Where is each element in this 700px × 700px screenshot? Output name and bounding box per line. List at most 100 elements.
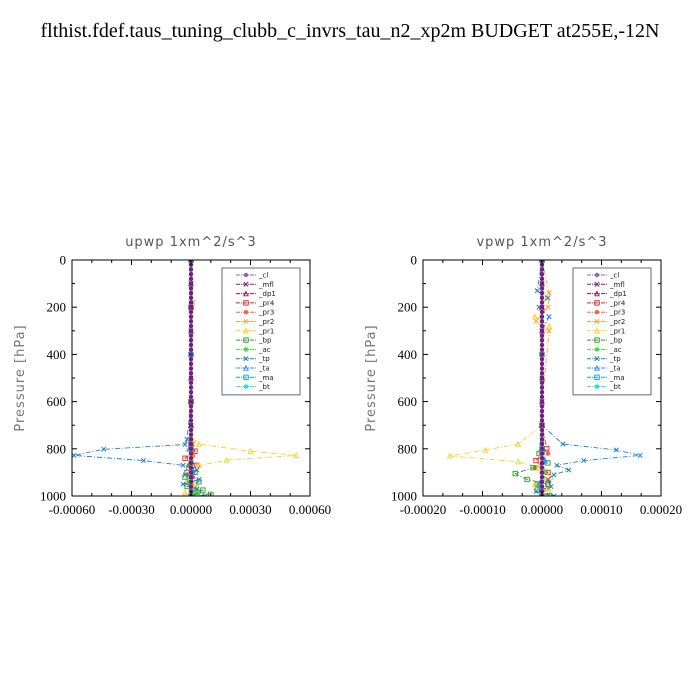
legend-item: _tp bbox=[236, 355, 270, 363]
legend-label: _cl bbox=[609, 272, 619, 280]
series-tp-point bbox=[548, 484, 554, 490]
plot-area bbox=[72, 260, 300, 496]
zero-profile-point bbox=[539, 394, 545, 400]
zero-profile-point bbox=[188, 290, 194, 296]
zero-profile-point bbox=[188, 385, 194, 390]
zero-profile-point bbox=[539, 456, 545, 461]
zero-profile-point bbox=[188, 451, 194, 456]
y-tick-label: 1000 bbox=[391, 489, 417, 504]
legend-item: _pr2 bbox=[236, 318, 274, 326]
zero-profile-point bbox=[539, 300, 545, 305]
zero-profile-point bbox=[188, 413, 194, 418]
zero-profile-point bbox=[539, 309, 545, 315]
zero-profile-point bbox=[539, 342, 545, 348]
y-axis-label: Pressure [hPa] bbox=[364, 324, 379, 431]
legend-swatch-marker bbox=[243, 281, 249, 287]
legend-label: _pr3 bbox=[258, 309, 274, 317]
x-tick-label: -0.00020 bbox=[400, 502, 447, 517]
series-pr4-point bbox=[182, 455, 188, 461]
series-bp bbox=[512, 260, 552, 496]
zero-profile-point bbox=[539, 446, 545, 451]
x-tick-label: -0.00030 bbox=[108, 502, 155, 517]
legend-item: _dp1 bbox=[236, 290, 276, 298]
series-bp-point bbox=[524, 476, 530, 483]
zero-profile-point bbox=[539, 474, 545, 480]
zero-profile-point bbox=[188, 276, 194, 282]
legend-label: _pr4 bbox=[258, 299, 275, 307]
zero-profile-point bbox=[539, 333, 545, 338]
zero-profile-point bbox=[188, 456, 194, 461]
series-pr1-point bbox=[546, 322, 553, 329]
series-tp-point bbox=[560, 441, 566, 447]
x-tick-label: 0.00060 bbox=[289, 502, 331, 517]
zero-profile-point bbox=[539, 267, 545, 272]
zero-profile-point bbox=[539, 323, 545, 329]
series-tp-point bbox=[194, 486, 200, 492]
zero-profile-point bbox=[188, 333, 194, 338]
legend-swatch-marker bbox=[594, 290, 600, 297]
legend-label: _mfl bbox=[609, 281, 625, 289]
x-tick-label: -0.00060 bbox=[49, 502, 96, 517]
series-tp-point bbox=[545, 476, 551, 483]
legend-label: _bp bbox=[258, 337, 272, 345]
legend-swatch-marker bbox=[594, 318, 600, 325]
legend-swatch-marker bbox=[243, 364, 249, 371]
legend-item: _ma bbox=[236, 374, 274, 382]
zero-profile-point bbox=[188, 446, 194, 451]
legend-swatch-marker bbox=[594, 356, 600, 362]
legend-label: _ac bbox=[609, 346, 622, 354]
zero-profile-point bbox=[539, 356, 545, 362]
zero-profile-point bbox=[188, 389, 194, 395]
series-pr1-point bbox=[531, 480, 538, 487]
zero-profile-point bbox=[188, 418, 194, 423]
page-title: flthist.fdef.taus_tuning_clubb_c_invrs_t… bbox=[40, 20, 660, 42]
y-tick-label: 400 bbox=[398, 347, 418, 362]
zero-profile-point bbox=[539, 460, 545, 466]
legend-item: _pr1 bbox=[587, 327, 625, 335]
zero-profile-point bbox=[539, 338, 545, 343]
series-tp-point bbox=[566, 467, 572, 473]
zero-profile-point bbox=[188, 441, 194, 447]
legend-item: _ma bbox=[587, 374, 625, 382]
zero-profile-point bbox=[188, 286, 194, 291]
series-tp-point bbox=[180, 481, 186, 487]
legend-item: _ta bbox=[236, 365, 270, 373]
legend-item: _mfl bbox=[236, 281, 274, 289]
zero-profile-point bbox=[539, 319, 545, 324]
legend-swatch-marker bbox=[243, 300, 249, 306]
series-ta-point bbox=[536, 480, 542, 487]
zero-profile-point bbox=[188, 484, 194, 489]
series-tp-point bbox=[637, 452, 643, 458]
plot-area bbox=[446, 260, 643, 496]
zero-profile-point bbox=[188, 338, 194, 343]
legend-swatch-marker bbox=[243, 310, 249, 315]
zero-profile-point bbox=[539, 295, 545, 300]
zero-profile-point bbox=[188, 328, 194, 333]
y-tick-label: 400 bbox=[47, 347, 67, 362]
legend-label: _cl bbox=[258, 272, 268, 280]
y-tick-label: 800 bbox=[47, 441, 67, 456]
zero-profile-point bbox=[539, 389, 545, 395]
legend: _cl_mfl_dp1_pr4_pr3_pr2_pr1_bp_ac_tp_ta_… bbox=[572, 267, 652, 396]
legend-label: _dp1 bbox=[258, 290, 276, 298]
legend-swatch-marker bbox=[594, 337, 600, 343]
series-tp-point bbox=[613, 447, 619, 453]
legend-swatch-marker bbox=[594, 364, 600, 371]
legend-swatch-marker bbox=[243, 272, 249, 278]
series-tp-point bbox=[194, 467, 200, 473]
zero-profile-point bbox=[539, 371, 545, 376]
series-tp-point bbox=[196, 476, 202, 483]
zero-profile-point bbox=[188, 427, 194, 433]
series-tp-point bbox=[101, 446, 107, 452]
series-ac-point bbox=[536, 482, 542, 487]
zero-profile-point bbox=[539, 479, 545, 485]
series-ta-point bbox=[542, 457, 548, 464]
chart-panel-upwp: upwp 1xm^2/s^3 Pressure [hPa] 0 200 400 600 80… bbox=[13, 235, 331, 517]
zero-profile-point bbox=[539, 271, 545, 277]
zero-profile-point bbox=[188, 361, 194, 367]
series-pr2-point bbox=[546, 290, 552, 296]
x-tick-label: -0.00010 bbox=[459, 502, 506, 517]
x-tick-label: 0.00020 bbox=[640, 502, 682, 517]
legend-swatch-marker bbox=[243, 327, 249, 334]
